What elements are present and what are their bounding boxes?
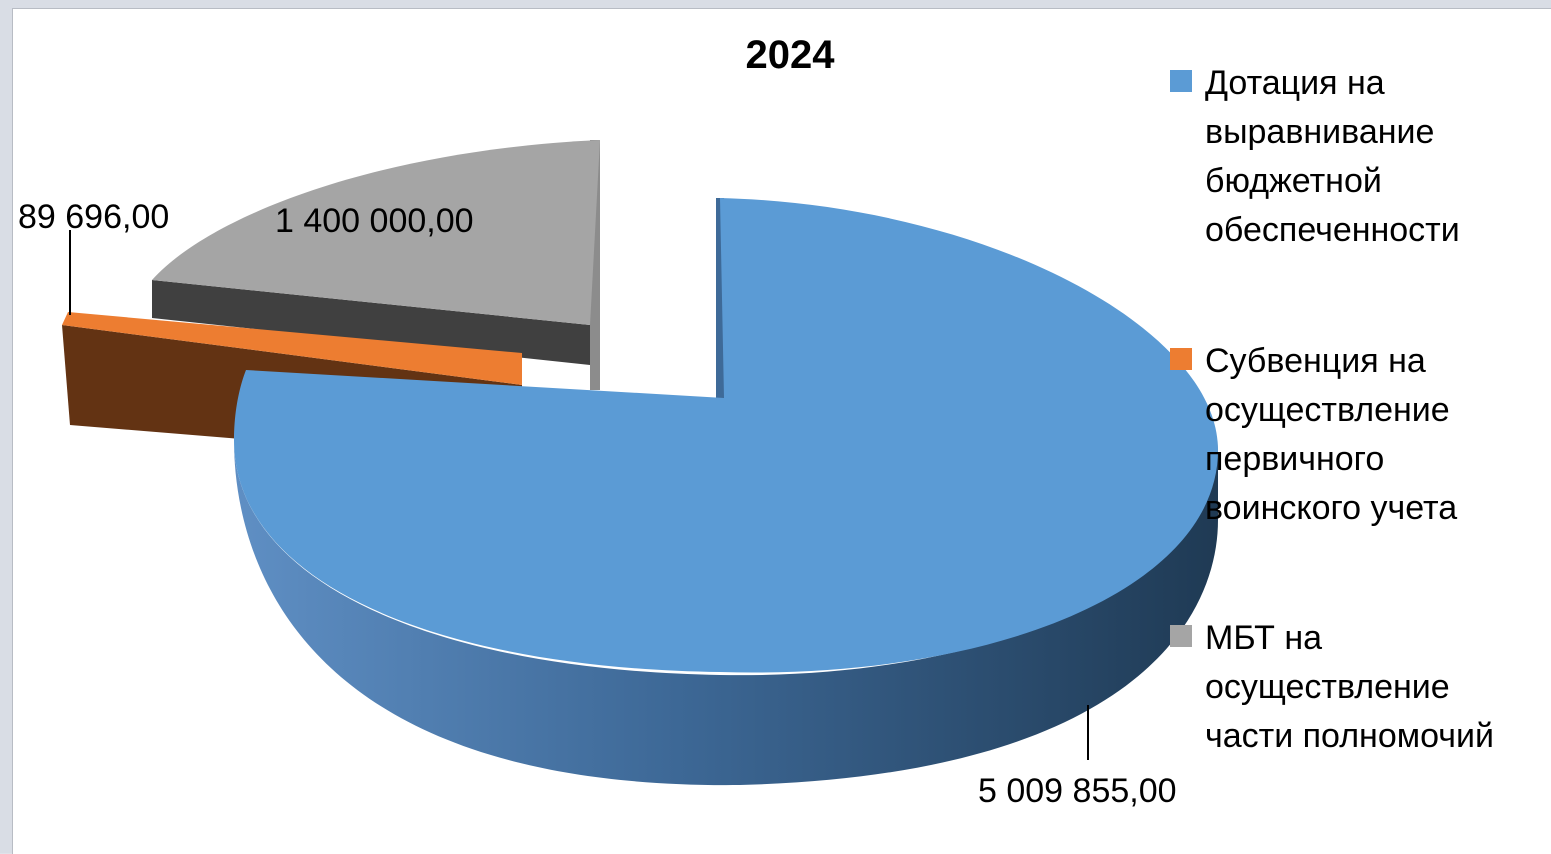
- legend-item-dotation[interactable]: Дотация на выравнивание бюджетной обеспе…: [1170, 64, 1460, 249]
- legend-label-mbt: МБТ на осуществление части полномочий: [1205, 619, 1494, 755]
- legend-label-dotation: Дотация на выравнивание бюджетной обеспе…: [1205, 64, 1460, 249]
- chart-legend: Дотация на выравнивание бюджетной обеспе…: [1170, 64, 1494, 755]
- data-label-subvention: 89 696,00: [18, 198, 169, 236]
- pie-slice-mbt[interactable]: [152, 140, 600, 390]
- legend-item-subvention[interactable]: Субвенция на осуществление первичного во…: [1170, 342, 1459, 527]
- pie-slice-dotation[interactable]: [234, 198, 1218, 786]
- legend-label-subvention: Субвенция на осуществление первичного во…: [1205, 342, 1459, 527]
- legend-item-mbt[interactable]: МБТ на осуществление части полномочий: [1170, 619, 1494, 755]
- legend-swatch-subvention: [1170, 348, 1192, 370]
- legend-swatch-mbt: [1170, 625, 1192, 647]
- chart-title: 2024: [746, 33, 836, 77]
- data-label-dotation: 5 009 855,00: [978, 772, 1177, 810]
- data-label-mbt: 1 400 000,00: [275, 202, 474, 240]
- legend-swatch-dotation: [1170, 70, 1192, 92]
